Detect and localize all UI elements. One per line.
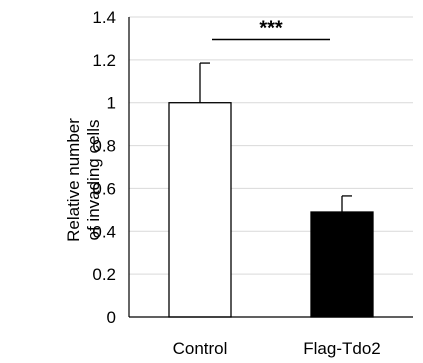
x-tick-label: Control — [173, 339, 228, 358]
y-axis-title-line2: of invading cells — [84, 120, 103, 241]
bar-control — [168, 102, 232, 318]
y-tick-label: 1.2 — [92, 51, 116, 70]
y-tick-label: 1 — [107, 94, 116, 113]
error-bars — [199, 62, 352, 212]
y-tick-labels: 0 0.2 0.4 0.6 0.8 1 1.2 1.4 — [92, 8, 116, 327]
axes — [128, 17, 413, 318]
x-tick-label: Flag-Tdo2 — [303, 339, 380, 358]
y-tick-label: 0 — [107, 308, 116, 327]
significance-label: *** — [259, 18, 283, 40]
bar-flag-tdo2 — [310, 211, 374, 318]
y-tick-label: 1.4 — [92, 8, 116, 27]
y-tick-label: 0.2 — [92, 265, 116, 284]
x-tick-labels: Control Flag-Tdo2 — [173, 339, 381, 358]
significance-annotation: *** — [212, 18, 330, 41]
y-tick-label: 0.6 — [92, 179, 116, 198]
y-tick-label: 0.4 — [92, 222, 116, 241]
bars — [168, 102, 374, 318]
y-tick-label: 0.8 — [92, 137, 116, 156]
y-axis-title-line1: Relative number — [64, 118, 83, 242]
